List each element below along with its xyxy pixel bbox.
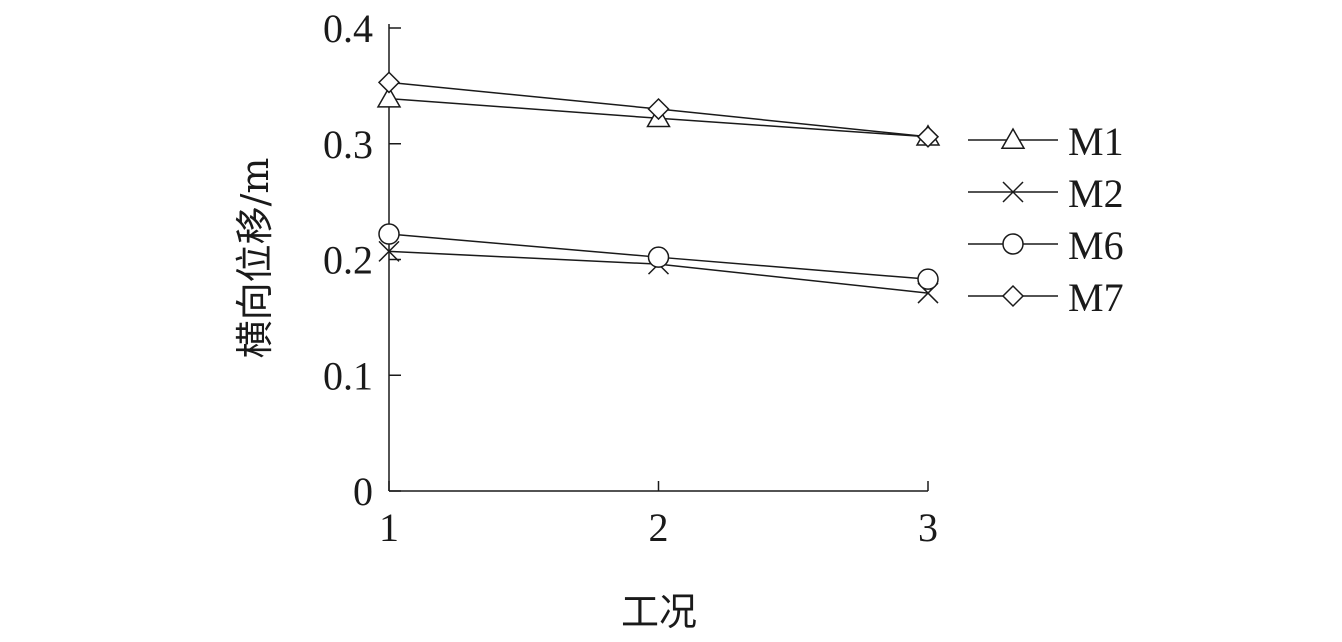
y-tick-label: 0.3: [323, 122, 373, 167]
data-point-m6: [378, 223, 400, 245]
legend: M1 M2 M6 M7: [968, 119, 1124, 320]
legend-label: M2: [1068, 171, 1124, 216]
legend-marker-m2: [1002, 181, 1024, 203]
x-ticks: 1 2 3: [379, 481, 938, 550]
series-m7: [377, 71, 940, 148]
legend-marker-m7: [1001, 284, 1025, 308]
legend-marker-m6: [1002, 233, 1024, 255]
data-point-m6: [917, 268, 939, 290]
legend-label: M7: [1068, 275, 1124, 320]
data-point-m7: [647, 97, 670, 121]
legend-item-m2: M2: [968, 171, 1124, 216]
data-point-m7: [377, 71, 401, 94]
y-tick-label: 0: [353, 469, 373, 514]
x-tick-label: 3: [918, 505, 938, 550]
series-m6: [378, 223, 939, 290]
legend-item-m1: M1: [968, 119, 1124, 164]
y-tick-label: 0.1: [323, 353, 373, 398]
legend-label: M6: [1068, 223, 1124, 268]
y-tick-label: 0.2: [323, 238, 373, 283]
y-axis-title: 横向位移/m: [233, 158, 277, 359]
data-point-m6: [647, 246, 670, 268]
x-tick-label: 2: [649, 505, 669, 550]
legend-marker-m1: [1000, 127, 1026, 149]
y-tick-label: 0.4: [323, 6, 373, 51]
series-group: [376, 71, 941, 304]
data-point-m2: [378, 240, 400, 262]
data-point-m7: [916, 125, 940, 148]
legend-item-m7: M7: [968, 275, 1124, 320]
legend-item-m6: M6: [968, 223, 1124, 268]
y-ticks: 0 0.1 0.2 0.3 0.4: [323, 6, 401, 514]
x-axis-title: 工况: [621, 590, 697, 634]
data-point-m1: [376, 86, 402, 108]
x-tick-label: 1: [379, 505, 399, 550]
legend-label: M1: [1068, 119, 1124, 164]
